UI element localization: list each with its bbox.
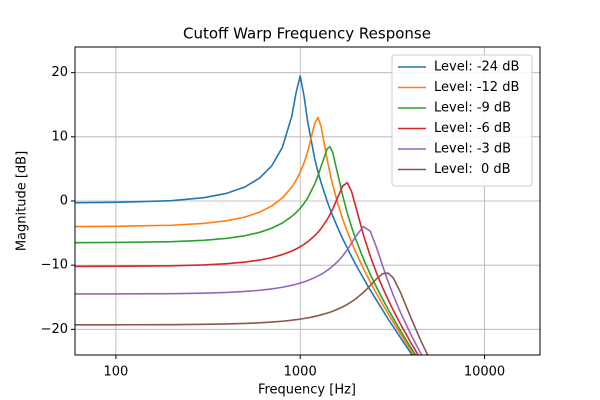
line-series	[75, 272, 429, 355]
y-axis-label: Magnitude [dB]	[15, 151, 30, 251]
chart-title: Cutoff Warp Frequency Response	[183, 25, 431, 43]
legend: Level: -24 dB Level: -12 dB Level: -9 dB Le…	[391, 54, 533, 187]
y-tick-label: −20	[41, 322, 68, 337]
y-tick-label: 10	[51, 129, 68, 144]
ticks: 100 1000 10000 −20 −10 0 10 20	[41, 65, 506, 379]
legend-label: Level: -6 dB	[434, 121, 511, 136]
line-series	[75, 225, 423, 355]
line-series	[75, 145, 417, 355]
legend-label: Level: -9 dB	[434, 101, 511, 116]
line-series	[75, 116, 415, 355]
y-tick-label: 0	[60, 194, 68, 209]
legend-label: Level: -12 dB	[434, 80, 519, 95]
legend-label: Level: 0 dB	[434, 162, 511, 177]
y-tick-label: 20	[51, 65, 68, 80]
x-tick-label: 1000	[284, 365, 317, 380]
legend-label: Level: -3 dB	[434, 142, 511, 157]
x-axis-label: Frequency [Hz]	[258, 383, 356, 398]
legend-label: Level: -24 dB	[434, 60, 519, 75]
x-tick-label: 100	[103, 365, 128, 380]
y-tick-label: −10	[41, 258, 68, 273]
line-series	[75, 75, 413, 355]
legend-box	[391, 54, 533, 187]
plot-lines	[75, 75, 429, 355]
x-tick-label: 10000	[464, 365, 505, 380]
line-series	[75, 181, 420, 355]
